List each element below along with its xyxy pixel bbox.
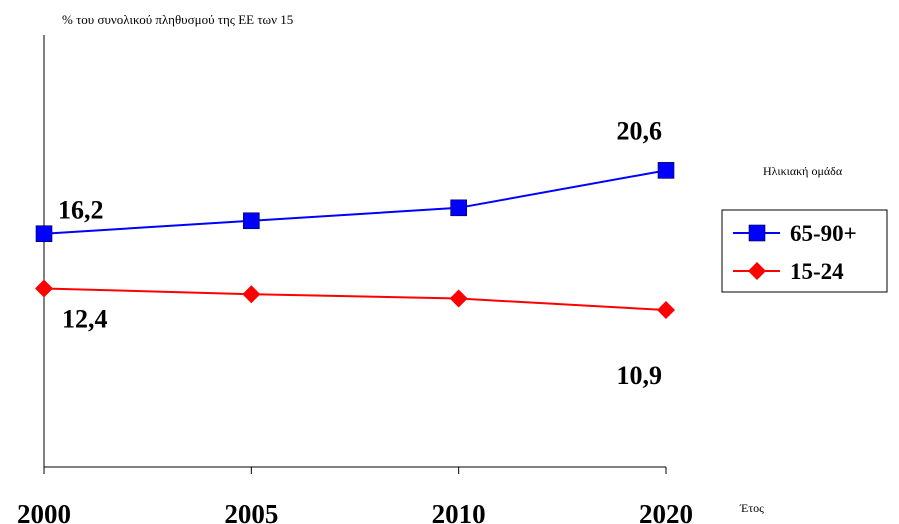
legend-box: [721, 209, 888, 293]
data-point: [657, 301, 675, 320]
data-point: [449, 289, 468, 308]
data-label: 10,9: [617, 361, 663, 390]
data-point: [243, 212, 260, 230]
data-point: [35, 279, 53, 298]
series-line-15-24: [43, 287, 667, 312]
data-point: [657, 162, 675, 179]
series-layer: [35, 162, 675, 320]
legend-title: Ηλικιακή ομάδα: [763, 164, 843, 178]
legend-item-label: 65-90+: [790, 221, 857, 246]
x-tick-label: 2000: [17, 499, 71, 524]
x-axis-ticks: 2000 2005 2010 2020: [17, 467, 693, 524]
legend: 65-90+ 15-24: [721, 209, 888, 293]
legend-marker: [748, 224, 766, 242]
data-label: 12,4: [62, 304, 108, 333]
data-point: [35, 225, 53, 243]
y-axis-label: % του συνολικού πληθυσμού της ΕΕ των 15: [62, 12, 293, 27]
data-label: 20,6: [617, 116, 663, 145]
series-line-65-90+: [43, 169, 667, 235]
data-point: [450, 199, 467, 217]
data-point: [242, 285, 261, 304]
legend-marker: [748, 262, 766, 280]
x-axis-label: Έτος: [739, 501, 764, 515]
x-tick-label: 2005: [224, 499, 278, 524]
x-tick-label: 2020: [639, 499, 693, 524]
data-labels: 16,2 20,6 12,4 10,9: [58, 116, 662, 390]
data-label: 16,2: [58, 196, 104, 225]
legend-item-label: 15-24: [790, 259, 844, 284]
x-tick-label: 2010: [432, 499, 486, 524]
